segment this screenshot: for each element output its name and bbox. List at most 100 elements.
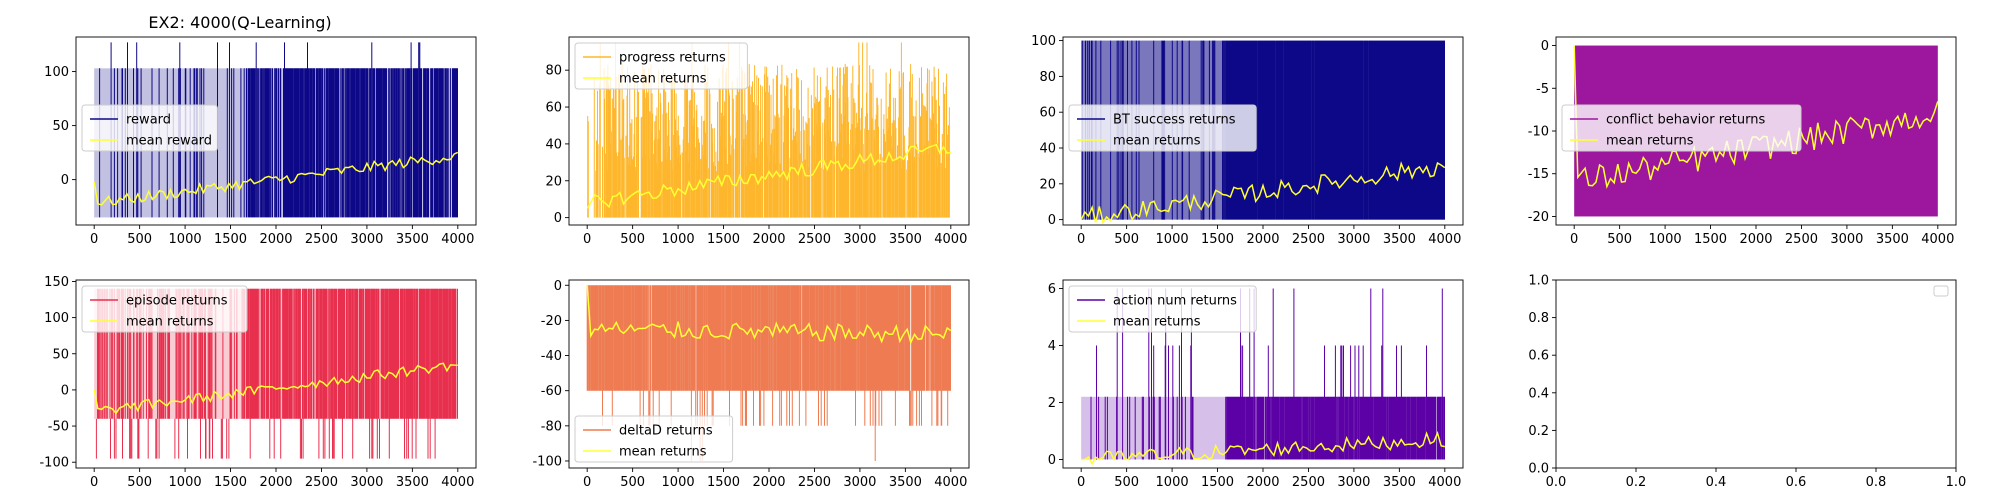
subplot-2: 0 500 1000 1500 2000 2500 3000 3500 4000 0 20 40 60 8… (545, 36, 970, 247)
y-tick-label: 0.6 (1528, 349, 1549, 364)
subplot-4: 0 500 1000 1500 2000 2500 3000 3500 4000 -20 -15 -1… (1528, 36, 1957, 247)
subplot-1: 0 500 1000 1500 2000 2500 3000 3500 4000 0 50 100 re… (44, 36, 477, 247)
y-tick-label: 0 (1541, 39, 1549, 54)
series-deltaD-returns (586, 285, 951, 461)
y-tick-label: 0 (61, 173, 69, 188)
x-tick-label: 1000 (1156, 232, 1189, 247)
y-tick-label: -10 (1528, 125, 1549, 140)
y-tick-label: 0 (1048, 453, 1056, 468)
y-tick-label: -20 (541, 314, 562, 329)
y-tick-label: 0.8 (1528, 311, 1549, 326)
y-tick-label: -80 (541, 419, 562, 434)
y-tick-label: 60 (1039, 106, 1056, 121)
legend-label: mean returns (1113, 134, 1201, 149)
x-tick-label: 4000 (441, 475, 474, 490)
y-tick-label: -60 (541, 384, 562, 399)
legend: BT success returns mean returns (1068, 104, 1257, 152)
x-tick-label: 1500 (1201, 232, 1234, 247)
y-tick-label: -100 (39, 456, 69, 471)
x-tick-label: 4000 (1428, 232, 1461, 247)
legend-label: action num returns (1113, 294, 1237, 309)
x-tick-label: 500 (620, 232, 645, 247)
x-tick-label: 0 (1077, 232, 1085, 247)
x-tick-label: 0.0 (1546, 475, 1567, 490)
y-tick-label: 4 (1048, 339, 1056, 354)
x-tick-label: 0 (1570, 232, 1578, 247)
x-tick-label: 2000 (259, 232, 292, 247)
series-episode-returns (95, 288, 458, 459)
x-tick-label: 3000 (843, 232, 876, 247)
x-tick-label: 2500 (305, 232, 338, 247)
x-tick-label: 1.0 (1946, 475, 1967, 490)
x-tick-label: 2500 (305, 475, 338, 490)
y-tick-label: 80 (545, 64, 562, 79)
subplot-5: 0 500 1000 1500 2000 2500 3000 3500 4000 -100 -50 0… (39, 275, 477, 490)
x-tick-label: 3000 (1337, 475, 1370, 490)
y-tick-label: -100 (532, 454, 562, 469)
legend-box (1068, 104, 1257, 152)
x-tick-label: 2500 (798, 475, 831, 490)
y-tick-label: 20 (1039, 177, 1056, 192)
legend-box (1561, 104, 1802, 152)
subplot-title: EX2: 4000(Q-Learning) (148, 13, 331, 32)
x-tick-label: 2000 (752, 232, 785, 247)
y-tick-label: 0.4 (1528, 386, 1549, 401)
y-tick-label: -40 (541, 349, 562, 364)
y-tick-label: -5 (1536, 82, 1549, 97)
x-tick-label: 3000 (843, 475, 876, 490)
x-tick-label: 0.2 (1626, 475, 1647, 490)
legend: reward mean reward (81, 104, 218, 152)
x-tick-label: 1000 (662, 232, 695, 247)
legend-label: progress returns (619, 51, 726, 66)
y-tick-label: 60 (545, 101, 562, 116)
legend-box (1933, 285, 1949, 297)
x-tick-label: 4000 (441, 232, 474, 247)
x-tick-label: 2500 (1292, 232, 1325, 247)
axes-frame (1555, 279, 1957, 469)
legend: conflict behavior returns mean returns (1561, 104, 1802, 152)
x-tick-label: 500 (1607, 232, 1632, 247)
x-tick-label: 3000 (1830, 232, 1863, 247)
legend-box (81, 285, 248, 333)
x-tick-label: 1500 (1694, 232, 1727, 247)
legend-label: BT success returns (1113, 113, 1236, 128)
x-tick-label: 3500 (396, 232, 429, 247)
legend-label: mean returns (1606, 134, 1694, 149)
x-tick-label: 0 (90, 475, 98, 490)
legend-label: mean returns (619, 445, 707, 460)
y-tick-label: 6 (1048, 282, 1056, 297)
legend-label: mean returns (619, 72, 707, 87)
series-mean-returns (1081, 430, 1445, 466)
legend: episode returns mean returns (81, 285, 248, 333)
x-tick-label: 4000 (1921, 232, 1954, 247)
series-reward (99, 42, 458, 218)
legend-label: mean returns (1113, 315, 1201, 330)
y-tick-label: -20 (1528, 210, 1549, 225)
x-tick-label: 3000 (350, 475, 383, 490)
x-tick-label: 3500 (1383, 232, 1416, 247)
y-tick-label: 100 (1031, 34, 1056, 49)
x-tick-label: 0.8 (1866, 475, 1887, 490)
series-mean-reward (93, 151, 459, 206)
x-tick-label: 1000 (169, 232, 202, 247)
legend-label: mean returns (126, 315, 214, 330)
y-tick-label: 50 (52, 347, 69, 362)
legend-label: episode returns (126, 294, 228, 309)
x-tick-label: 0.6 (1786, 475, 1807, 490)
x-tick-label: 0.4 (1706, 475, 1727, 490)
y-tick-label: 0 (1048, 213, 1056, 228)
x-tick-label: 500 (1114, 232, 1139, 247)
legend: progress returns mean returns (574, 42, 748, 90)
y-tick-label: 100 (44, 65, 69, 80)
legend-label: conflict behavior returns (1606, 113, 1765, 128)
x-tick-label: 1000 (1649, 232, 1682, 247)
x-tick-label: 4000 (934, 232, 967, 247)
x-tick-label: 3500 (1876, 232, 1909, 247)
x-tick-label: 3500 (889, 232, 922, 247)
plot-area (586, 42, 952, 218)
subplot-8: 0.0 0.2 0.4 0.6 0.8 1.0 0.0 0.2 0.4 0.6 0.8 1.0 (1528, 274, 1966, 491)
legend: deltaD returns mean returns (574, 415, 734, 463)
legend-label: mean reward (126, 134, 212, 149)
x-tick-label: 3000 (1337, 232, 1370, 247)
